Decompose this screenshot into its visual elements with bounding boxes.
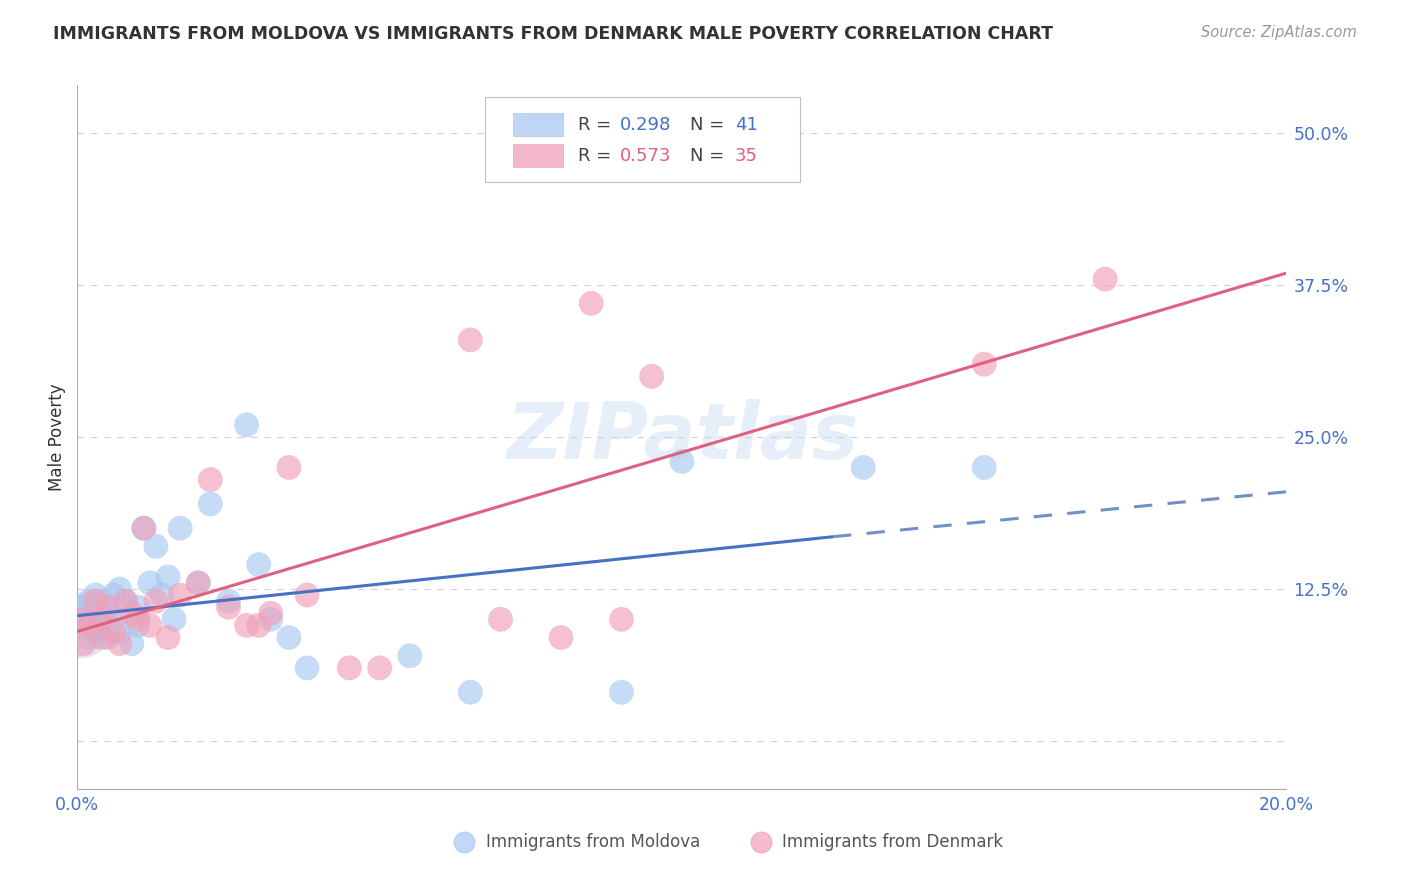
Point	[96, 607, 118, 621]
Point	[278, 631, 301, 645]
Point	[90, 631, 112, 645]
Point	[200, 497, 222, 511]
Point	[458, 333, 481, 347]
Point	[973, 357, 995, 371]
Point	[260, 612, 283, 626]
Point	[132, 521, 155, 535]
Text: N =: N =	[690, 116, 730, 134]
Point	[121, 637, 143, 651]
Point	[671, 454, 693, 468]
Point	[235, 618, 257, 632]
Point	[96, 631, 118, 645]
Point	[247, 618, 270, 632]
Text: R =: R =	[578, 116, 617, 134]
Text: 0.573: 0.573	[620, 146, 672, 165]
Bar	[513, 145, 564, 167]
Text: 41: 41	[735, 116, 758, 134]
Text: R =: R =	[578, 146, 617, 165]
Point	[581, 296, 603, 310]
Point	[103, 588, 125, 602]
Point	[103, 612, 125, 626]
Bar	[513, 113, 564, 136]
Point	[114, 594, 136, 608]
Point	[1094, 272, 1116, 286]
Point	[145, 594, 167, 608]
Point	[139, 575, 162, 590]
Y-axis label: Male Poverty: Male Poverty	[48, 384, 66, 491]
Point	[90, 618, 112, 632]
Point	[150, 588, 173, 602]
Point	[114, 594, 136, 608]
Point	[278, 460, 301, 475]
Point	[399, 648, 422, 663]
Point	[72, 612, 94, 626]
Point	[84, 607, 107, 621]
Point	[145, 540, 167, 554]
Point	[218, 594, 240, 608]
Point	[127, 600, 149, 615]
Point	[157, 570, 180, 584]
Point	[260, 607, 283, 621]
Point	[187, 575, 209, 590]
Text: Immigrants from Denmark: Immigrants from Denmark	[782, 833, 1004, 851]
Point	[79, 594, 101, 608]
Text: Immigrants from Moldova: Immigrants from Moldova	[486, 833, 700, 851]
Point	[132, 521, 155, 535]
Point	[121, 607, 143, 621]
Point	[84, 624, 107, 639]
Point	[247, 558, 270, 572]
Point	[169, 588, 191, 602]
Point	[489, 612, 512, 626]
Point	[337, 661, 360, 675]
Point	[458, 685, 481, 699]
Point	[127, 612, 149, 626]
Point	[610, 685, 633, 699]
Point	[69, 618, 91, 632]
Text: N =: N =	[690, 146, 730, 165]
Point	[84, 588, 107, 602]
Point	[108, 624, 131, 639]
Point	[139, 618, 162, 632]
Point	[79, 631, 101, 645]
Point	[295, 661, 318, 675]
Text: Source: ZipAtlas.com: Source: ZipAtlas.com	[1201, 25, 1357, 40]
Point	[295, 588, 318, 602]
Text: ZIPatlas: ZIPatlas	[506, 399, 858, 475]
Point	[103, 624, 125, 639]
Point	[72, 637, 94, 651]
Point	[200, 473, 222, 487]
Point	[72, 612, 94, 626]
Point	[90, 612, 112, 626]
Point	[641, 369, 664, 384]
Point	[157, 631, 180, 645]
FancyBboxPatch shape	[485, 96, 800, 182]
Point	[368, 661, 391, 675]
Point	[79, 618, 101, 632]
Text: 0.298: 0.298	[620, 116, 672, 134]
Point	[610, 612, 633, 626]
Point	[550, 631, 572, 645]
Point	[108, 637, 131, 651]
Point	[169, 521, 191, 535]
Text: IMMIGRANTS FROM MOLDOVA VS IMMIGRANTS FROM DENMARK MALE POVERTY CORRELATION CHAR: IMMIGRANTS FROM MOLDOVA VS IMMIGRANTS FR…	[53, 25, 1053, 43]
Point	[108, 582, 131, 596]
Point	[973, 460, 995, 475]
Point	[79, 618, 101, 632]
Point	[96, 600, 118, 615]
Point	[852, 460, 875, 475]
Point	[163, 612, 186, 626]
Point	[90, 594, 112, 608]
Point	[84, 594, 107, 608]
Point	[187, 575, 209, 590]
Point	[235, 417, 257, 432]
Text: 35: 35	[735, 146, 758, 165]
Point	[72, 600, 94, 615]
Point	[218, 600, 240, 615]
Point	[127, 618, 149, 632]
